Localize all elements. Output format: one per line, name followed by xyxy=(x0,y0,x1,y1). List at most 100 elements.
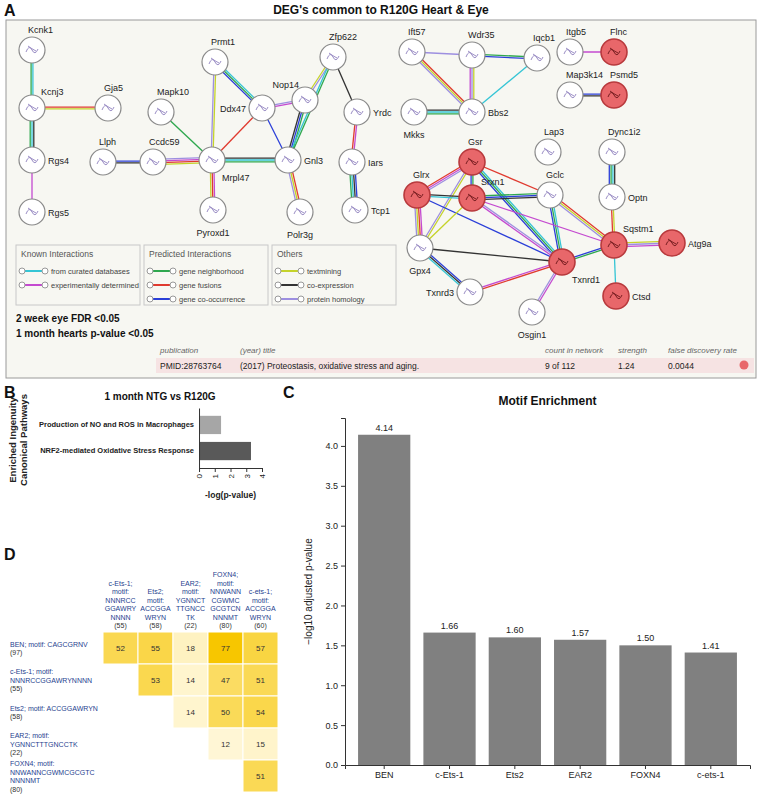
tick: c-ets-1 xyxy=(697,765,725,780)
legend-label: gene neighborhood xyxy=(179,267,244,276)
node-circle xyxy=(603,283,629,309)
note: 2 week eye FDR <0.05 xyxy=(16,313,120,324)
tick: c-Ets-1 xyxy=(435,765,464,780)
node: Llph xyxy=(90,137,116,175)
cell-value: 77 xyxy=(221,644,230,653)
data-label: 4.14 xyxy=(375,423,393,433)
row-count: (58) xyxy=(10,713,22,721)
row-header: c-Ets-1; motif:NNNRCCGGAWRYNNNN xyxy=(10,668,92,684)
y-axis: 0.00.51.01.52.02.53.03.54.0 xyxy=(325,419,345,771)
node: Nop14 xyxy=(272,80,318,113)
data-label: 1.57 xyxy=(571,628,589,638)
note: 1 month hearts p-value <0.05 xyxy=(16,328,154,339)
bar xyxy=(685,653,737,765)
bar xyxy=(199,442,251,460)
node-circle xyxy=(200,197,226,223)
tick-label: 2.0 xyxy=(325,601,338,611)
legend-node xyxy=(42,268,48,274)
node: Psmd5 xyxy=(601,70,638,108)
node-label: Gnl3 xyxy=(304,156,323,166)
node: Mrpl47 xyxy=(199,147,250,183)
bar xyxy=(423,633,475,765)
tick: 2.0 xyxy=(325,601,345,611)
node: Ddx47 xyxy=(220,95,275,121)
node-structure xyxy=(608,91,620,98)
row-count: (80) xyxy=(10,786,22,794)
tick-label: 1.5 xyxy=(325,641,338,651)
cell-value: 54 xyxy=(256,708,265,717)
row-count: (97) xyxy=(10,649,22,657)
node-structure xyxy=(464,288,476,295)
panel-d: D(55)c-Ets-1;motif:NNNRCCGGAWRYNNNN(58)E… xyxy=(4,546,278,794)
node-label: Iqcb1 xyxy=(533,33,555,43)
edge-line xyxy=(470,263,562,293)
node-circle xyxy=(557,39,583,65)
node: Iars xyxy=(339,149,384,175)
legend-node xyxy=(298,282,304,288)
tick: 3.0 xyxy=(325,521,345,531)
data-label: 1.41 xyxy=(702,641,720,651)
node-label: Wdr35 xyxy=(468,30,495,40)
table-cell: 0.0044 xyxy=(668,361,694,371)
x-axis: BENc-Ets-1Ets2EAR2FOXN4c-ets-1 xyxy=(346,765,751,780)
node-structure xyxy=(155,108,167,115)
node-circle xyxy=(407,235,433,261)
cell xyxy=(173,696,208,728)
table-header: count in network xyxy=(545,346,604,355)
tick-label: Production of NO and ROS in Macrophages xyxy=(39,420,194,429)
node-circle xyxy=(19,147,45,173)
node-circle xyxy=(519,299,545,325)
bar xyxy=(358,435,410,765)
row-header: EAR2; motif:YGNNCTTTGNCCTK xyxy=(10,732,78,748)
bar xyxy=(199,416,221,434)
cell-value: 51 xyxy=(256,772,265,781)
legend-box xyxy=(16,245,140,305)
node-label: Ddx47 xyxy=(220,104,246,114)
panel-a: ADEG's common to R120G Heart & EyeKcnk1K… xyxy=(4,2,756,378)
cell xyxy=(208,664,243,696)
node-circle xyxy=(459,99,485,125)
bar xyxy=(489,637,541,765)
tick-mark xyxy=(645,765,646,769)
node-label: Srxn1 xyxy=(481,177,505,187)
cell xyxy=(243,760,278,792)
node: Dync1i2 xyxy=(599,127,641,165)
cell xyxy=(243,696,278,728)
bars xyxy=(199,416,251,460)
tick: 0 xyxy=(195,468,204,478)
tick: EAR2 xyxy=(568,765,592,780)
panel-title: DEG's common to R120G Heart & Eye xyxy=(273,3,489,17)
tick-mark xyxy=(449,765,450,769)
tick-label: 0.0 xyxy=(325,760,338,770)
edge-line xyxy=(289,57,334,160)
legend-label: textmining xyxy=(307,267,341,276)
node-circle xyxy=(95,95,121,121)
column-header: FOXN4;motif:NNWANNCGWMCGCGTCNNNNMT xyxy=(210,571,241,621)
node-circle xyxy=(537,182,563,208)
node-structure xyxy=(564,48,576,55)
node: Bbs2 xyxy=(459,99,509,125)
cell-value: 55 xyxy=(151,644,160,653)
row-count: (22) xyxy=(10,749,22,757)
node: Prmt1 xyxy=(202,37,235,75)
cell xyxy=(173,632,208,664)
tick: FOXN4 xyxy=(630,765,660,780)
node: Gja5 xyxy=(95,83,123,121)
column-count: (80) xyxy=(219,622,231,630)
legend-label: protein homology xyxy=(307,295,365,304)
tick: 3 xyxy=(243,468,252,478)
node: Optn xyxy=(599,184,648,210)
legend-node xyxy=(170,282,176,288)
column-count: (22) xyxy=(184,622,196,630)
tick-mark xyxy=(262,468,263,472)
node-label: Yrdc xyxy=(373,108,392,118)
legend-label: from curated databases xyxy=(51,267,130,276)
edge xyxy=(420,248,562,262)
edge-line xyxy=(417,195,562,262)
chart-title: Motif Enrichment xyxy=(499,394,597,408)
legend-node xyxy=(42,282,48,288)
bar xyxy=(554,640,606,765)
node-structure xyxy=(556,258,568,265)
tick-mark xyxy=(341,605,345,606)
tick-label: BEN xyxy=(375,770,394,780)
